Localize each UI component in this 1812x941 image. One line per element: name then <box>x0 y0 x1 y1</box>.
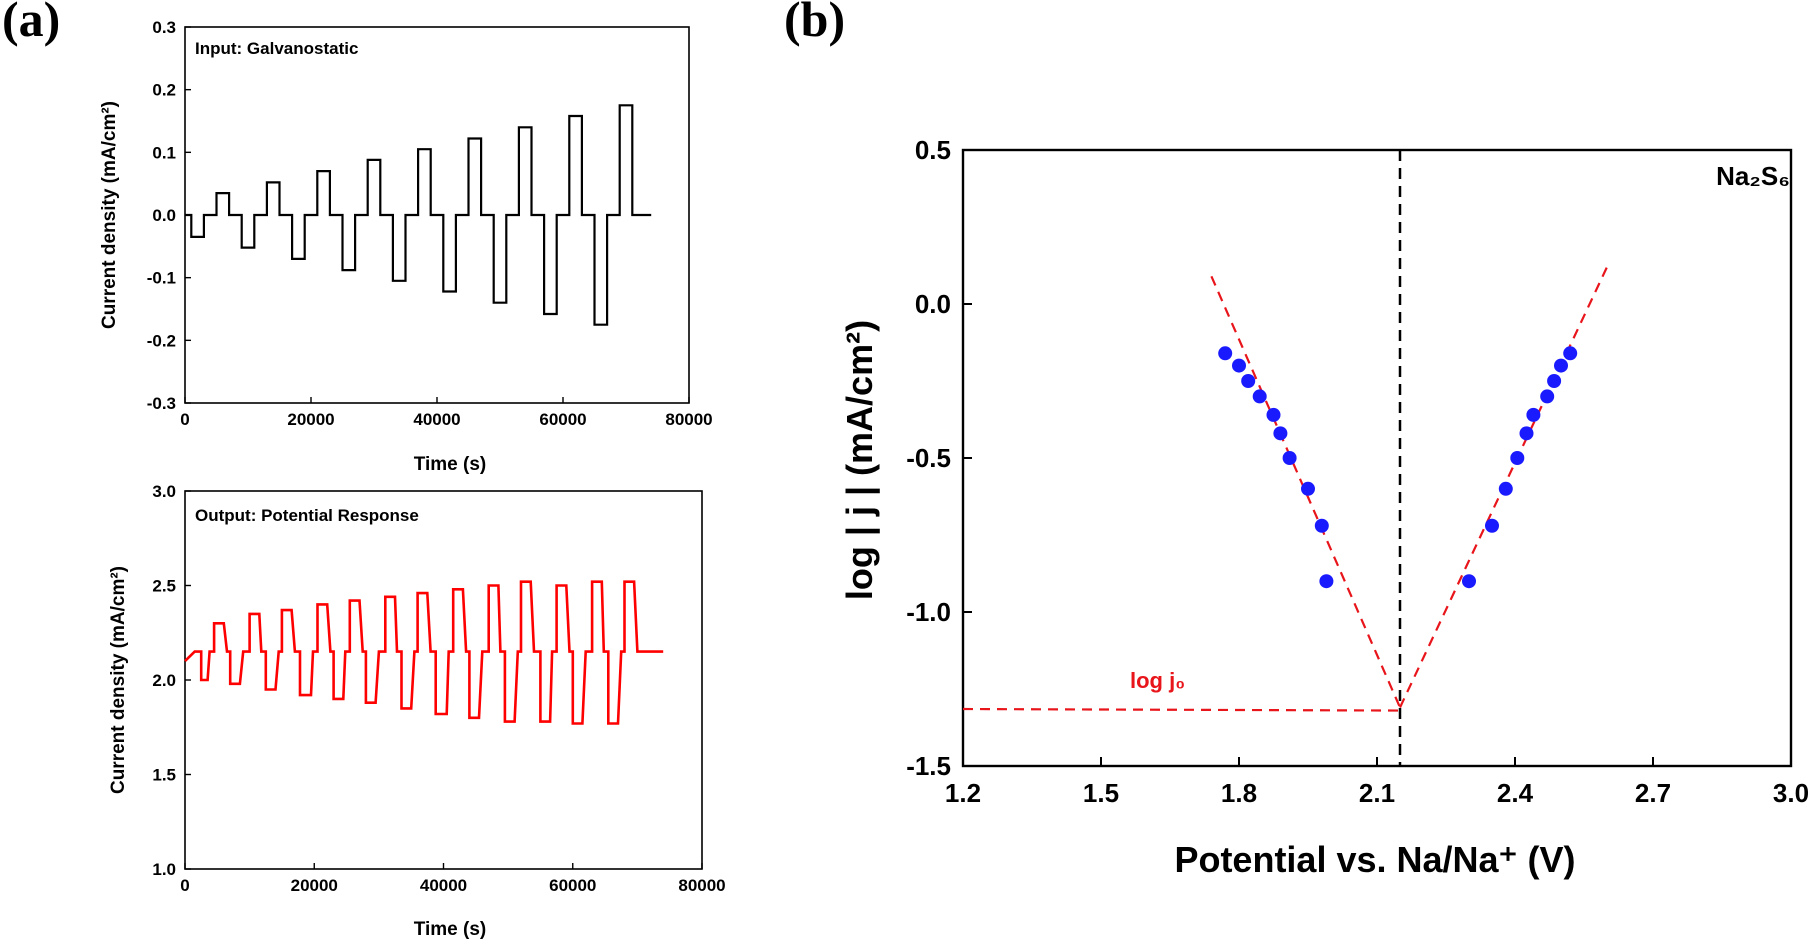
x-tick-label: 2.7 <box>1635 778 1671 808</box>
anodic-point <box>1498 481 1513 496</box>
y-tick-label: 0.0 <box>152 206 176 225</box>
cathodic-point <box>1232 358 1246 373</box>
chart-a-top-ylabel: Current density (mA/cm²) <box>99 101 120 329</box>
chart-potential-response: Output: Potential Response Time (s) Curr… <box>108 482 726 940</box>
chart-b-ylabel: log | j | (mA/cm²) <box>839 320 881 600</box>
x-tick-label: 1.5 <box>1083 778 1119 808</box>
tafel-fit-line <box>962 707 1401 712</box>
plot-frame <box>184 490 703 870</box>
x-tick-label: 80000 <box>678 876 725 895</box>
anodic-point <box>1540 389 1555 404</box>
y-tick-label: 2.0 <box>152 671 176 690</box>
cathodic-point <box>1282 451 1297 465</box>
y-tick-label: 0.1 <box>152 143 176 162</box>
cathodic-point <box>1266 407 1281 422</box>
panel-a-label: (a) <box>2 0 60 47</box>
chart-a-bottom-annotation: Output: Potential Response <box>195 506 419 525</box>
chart-b-xlabel: Potential vs. Na/Na⁺ (V) <box>1174 839 1575 880</box>
y-tick-label: 0.5 <box>915 135 951 165</box>
anodic-point <box>1462 574 1476 589</box>
x-tick-label: 1.8 <box>1221 778 1257 808</box>
chart-a-bottom-ylabel: Current density (mA/cm²) <box>108 566 129 794</box>
x-tick-label: 40000 <box>413 410 460 429</box>
y-tick-label: 0.0 <box>915 289 951 319</box>
x-tick-label: 20000 <box>287 410 334 429</box>
y-tick-label: -0.1 <box>147 269 176 288</box>
cathodic-point <box>1241 374 1256 388</box>
y-tick-label: -1.0 <box>906 597 951 627</box>
cathodic-point <box>1218 346 1233 361</box>
y-tick-label: 0.2 <box>152 81 176 100</box>
chart-b-annotation: Na₂S₆ <box>1716 161 1790 191</box>
cathodic-point <box>1252 389 1267 404</box>
anodic-point <box>1526 407 1541 422</box>
x-tick-label: 0 <box>180 876 189 895</box>
x-tick-label: 1.2 <box>945 778 981 808</box>
x-tick-label: 2.4 <box>1497 778 1534 808</box>
cathodic-point <box>1314 518 1329 533</box>
anodic-point <box>1519 426 1534 441</box>
y-tick-label: 2.5 <box>152 577 176 596</box>
chart-a-top-xlabel: Time (s) <box>414 454 487 475</box>
chart-a-top-annotation: Input: Galvanostatic <box>195 39 358 58</box>
x-tick-label: 60000 <box>539 410 586 429</box>
y-tick-label: 3.0 <box>152 482 176 501</box>
anodic-point <box>1554 358 1568 373</box>
y-tick-label: 0.3 <box>152 18 176 37</box>
y-tick-label: -0.5 <box>906 443 951 473</box>
y-tick-label: -0.2 <box>147 331 176 350</box>
x-tick-label: 60000 <box>549 876 596 895</box>
y-tick-label: -0.3 <box>147 394 176 413</box>
tafel-fit-line <box>1210 275 1402 708</box>
cathodic-point <box>1319 574 1334 589</box>
y-tick-label: 1.0 <box>152 860 176 879</box>
y-tick-label: 1.5 <box>152 766 176 785</box>
x-tick-label: 2.1 <box>1359 778 1395 808</box>
plot-frame <box>961 148 1793 768</box>
x-tick-label: 80000 <box>665 410 712 429</box>
series-line <box>184 580 664 725</box>
anodic-point <box>1485 518 1499 533</box>
anodic-point <box>1510 451 1525 465</box>
anodic-point <box>1547 374 1562 388</box>
series-line <box>185 104 652 326</box>
x-tick-label: 20000 <box>291 876 338 895</box>
chart-tafel-plot: Na₂S₆ log j₀ Potential vs. Na/Na⁺ (V) lo… <box>839 135 1809 880</box>
chart-a-bottom-xlabel: Time (s) <box>414 919 487 940</box>
panel-b-label: (b) <box>784 0 845 47</box>
chart-b-log-j0-label: log j₀ <box>1130 668 1185 693</box>
chart-galvanostatic-input: Input: Galvanostatic Time (s) Current de… <box>99 18 713 475</box>
x-tick-label: 40000 <box>420 876 467 895</box>
cathodic-point <box>1273 426 1288 441</box>
anodic-point <box>1563 346 1578 361</box>
y-tick-label: -1.5 <box>906 751 951 781</box>
cathodic-point <box>1301 481 1315 496</box>
x-tick-label: 3.0 <box>1773 778 1809 808</box>
x-tick-label: 0 <box>180 410 189 429</box>
